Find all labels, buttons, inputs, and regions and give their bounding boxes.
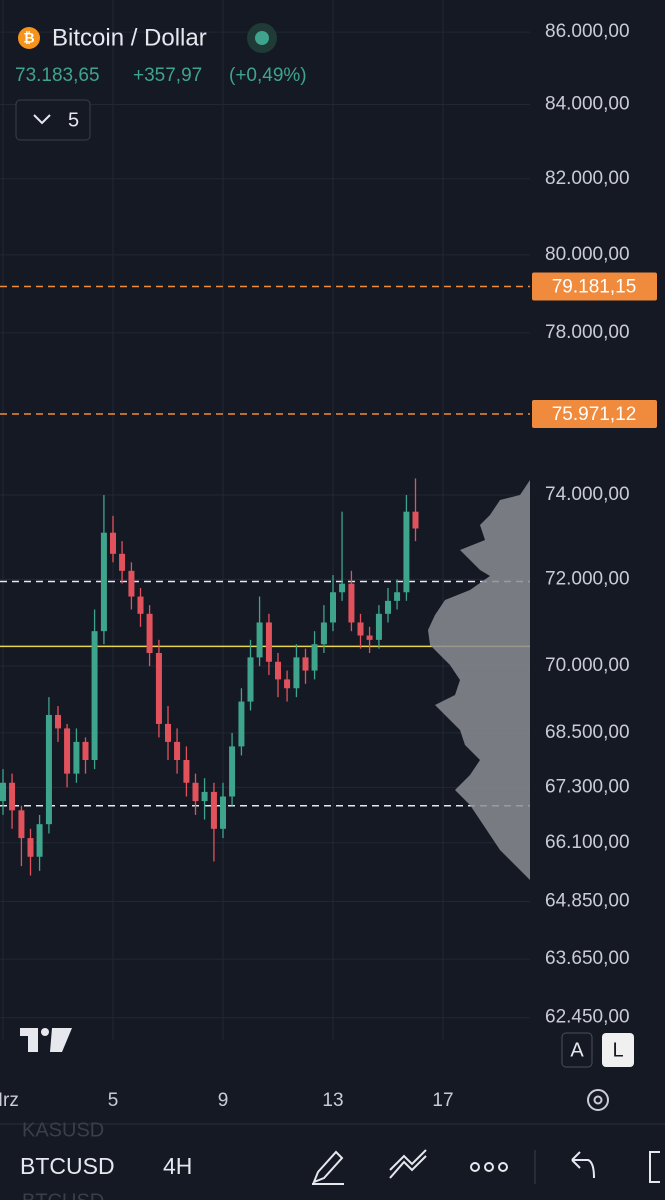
candle-body (375, 613, 382, 640)
candle-body (183, 759, 190, 783)
chart-area: 86.000,00 84.000,00 82.000,00 80.000,00 78.0… (0, 0, 630, 1040)
log-scale-button[interactable] (602, 1033, 634, 1067)
candle-body (9, 782, 16, 811)
chevron (33, 114, 51, 125)
candle-body (155, 652, 162, 724)
y-tick-label: 68.500,00 (545, 722, 630, 743)
candle-body (119, 553, 126, 571)
log-scale-label: L (612, 1039, 623, 1061)
bitcoin-glyph: ₿ (23, 30, 34, 46)
candle-body (128, 570, 135, 597)
candle-body (348, 583, 355, 623)
candle-body (302, 657, 309, 671)
price-tag (532, 272, 657, 301)
candle-body (36, 824, 43, 857)
candle-body (110, 532, 116, 554)
status-dot (255, 31, 269, 45)
candle-body (55, 714, 61, 729)
indicator-count: 5 (68, 109, 79, 131)
fullscreen-icon[interactable] (649, 1151, 660, 1183)
settings-icon[interactable] (587, 1089, 609, 1111)
candle-body (284, 679, 291, 689)
settings-icon-core (593, 1095, 603, 1105)
candle-body (238, 701, 245, 747)
candle-body (201, 791, 208, 802)
price-tag (532, 400, 657, 429)
candle-body (256, 622, 263, 658)
y-tick-label: 72.000,00 (545, 568, 630, 589)
y-tick-label: 63.650,00 (545, 948, 630, 969)
y-tick-label: 70.000,00 (545, 655, 630, 676)
candle-body (165, 723, 171, 742)
tradingview-logo (20, 1028, 72, 1052)
price-change-pct: (+0,49%) (229, 65, 307, 86)
candle-body (220, 796, 226, 829)
candle-body (357, 622, 364, 636)
candle-body (137, 596, 144, 614)
y-tick-label: 64.850,00 (545, 891, 630, 912)
candle-body (45, 714, 52, 825)
candle-body (82, 741, 89, 760)
bitcoin-icon (18, 27, 40, 49)
price-change: +357,97 (133, 65, 202, 86)
candle-body (18, 810, 25, 839)
candle-body (412, 511, 419, 529)
last-price: 73.183,65 (15, 65, 100, 86)
x-tick-label: 9 (218, 1090, 229, 1111)
candle-body (394, 592, 401, 601)
candle-body (100, 532, 107, 632)
candle-body (385, 600, 391, 614)
auto-scale-label: A (570, 1039, 584, 1061)
auto-scale-button[interactable] (561, 1032, 593, 1068)
x-tick-label: 5 (108, 1090, 119, 1111)
x-tick-label: 13 (322, 1090, 343, 1111)
y-tick-label: 86.000,00 (545, 21, 630, 42)
indicators-icon[interactable] (389, 1149, 427, 1179)
candle-body (311, 644, 318, 671)
candle-body (275, 661, 281, 680)
candle-body (91, 631, 98, 760)
x-tick-label: 17 (432, 1090, 453, 1111)
candle-body (27, 838, 34, 857)
toolbar-symbol[interactable]: BTCUSD (20, 1153, 115, 1179)
candle-body (330, 592, 336, 623)
candle-body (73, 741, 80, 774)
y-tick-label: 82.000,00 (545, 168, 630, 189)
candle-body (320, 622, 327, 645)
y-tick-label: 74.000,00 (545, 484, 630, 505)
candle-body (265, 622, 272, 662)
y-tick-label: 84.000,00 (545, 94, 630, 115)
candle-body (293, 657, 300, 689)
candle-body (210, 791, 217, 829)
candle-body (0, 782, 6, 802)
candle-body (229, 746, 236, 797)
toolbar-interval[interactable]: 4H (163, 1153, 192, 1179)
price-tag-label: 79.181,15 (552, 277, 637, 298)
indicator-toggle[interactable] (15, 99, 91, 141)
candle-body (247, 657, 254, 702)
volume-profile (428, 480, 530, 880)
candle-body (64, 728, 71, 774)
ghost-symbol-below: BTCUSD (22, 1190, 104, 1200)
candle-body (339, 583, 346, 593)
y-tick-label: 66.100,00 (545, 832, 630, 853)
draw-tool-icon[interactable] (312, 1150, 344, 1185)
more-icon[interactable] (470, 1162, 508, 1172)
symbol-name: Bitcoin / Dollar (52, 24, 207, 51)
candle-body (403, 511, 410, 593)
candle-body (192, 782, 199, 802)
y-tick-label: 67.300,00 (545, 776, 630, 797)
price-tag-label: 75.971,12 (552, 404, 637, 425)
y-tick-label: 80.000,00 (545, 244, 630, 265)
candle-body (146, 613, 153, 653)
undo-icon[interactable] (571, 1151, 595, 1179)
x-tick-label: Mrz (0, 1090, 19, 1111)
candle-body (366, 635, 373, 640)
y-tick-label: 62.450,00 (545, 1007, 630, 1028)
candle-body (174, 741, 181, 760)
ghost-symbol-above: KASUSD (22, 1119, 104, 1141)
y-tick-label: 78.000,00 (545, 322, 630, 343)
